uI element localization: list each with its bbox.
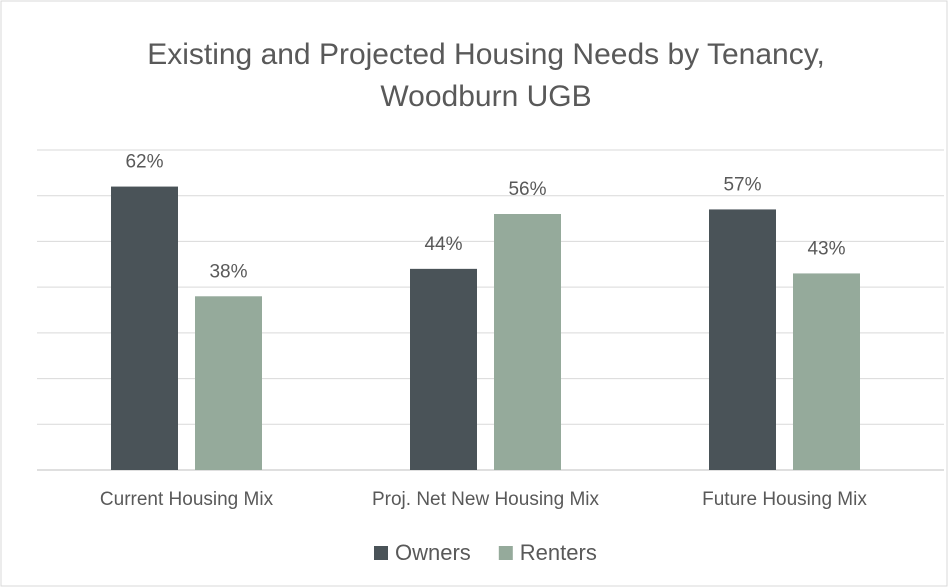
legend-swatch [374, 546, 388, 560]
legend-swatch [498, 546, 513, 560]
bar [195, 296, 262, 470]
data-label: 38% [209, 261, 247, 282]
bar [410, 268, 477, 470]
chart-title: Woodburn UGB [380, 80, 591, 113]
bar [709, 209, 776, 470]
x-tick-label: Future Housing Mix [702, 489, 867, 510]
chart-title: Existing and Projected Housing Needs by … [147, 38, 825, 71]
data-label: 44% [424, 234, 462, 255]
data-label: 56% [508, 179, 546, 200]
x-tick-label: Proj. Net New Housing Mix [372, 489, 600, 510]
data-label: 57% [723, 174, 761, 195]
legend-label: Renters [520, 540, 597, 565]
bar [111, 186, 178, 471]
legend-label: Owners [395, 540, 471, 565]
data-label: 43% [807, 238, 845, 259]
bar [793, 273, 860, 470]
bar [494, 214, 561, 470]
x-tick-label: Current Housing Mix [100, 489, 274, 510]
data-label: 62% [125, 152, 163, 173]
